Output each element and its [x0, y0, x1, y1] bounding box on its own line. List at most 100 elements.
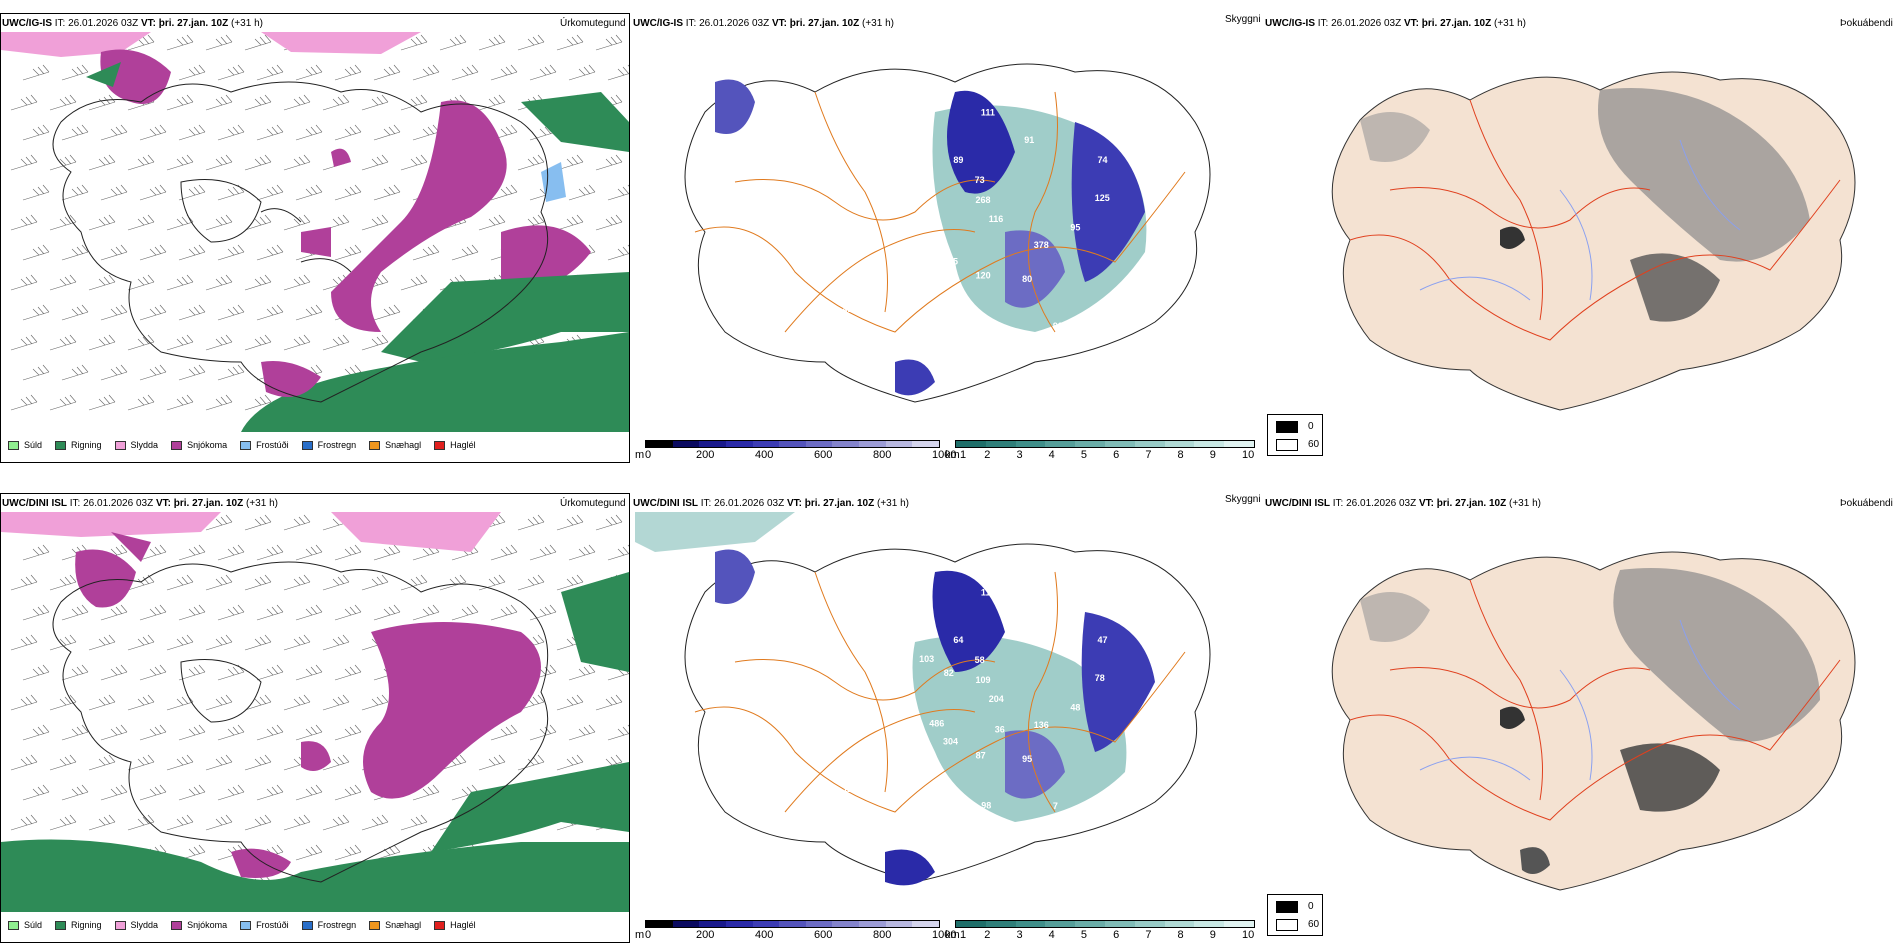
wind-barb: [100, 604, 128, 621]
ceiling-value-label: 116: [843, 784, 858, 794]
wind-barb: [295, 784, 323, 801]
wind-barb: [49, 154, 77, 171]
wind-barb: [22, 364, 50, 381]
fog-label-0-bottom: 0: [1308, 901, 1314, 912]
wind-barb: [178, 124, 206, 141]
colorbar-segment: [1045, 921, 1076, 927]
wind-barb: [10, 94, 38, 111]
ceiling-value-label: 117: [718, 654, 733, 664]
wind-barb: [400, 94, 428, 111]
wind-barb: [373, 184, 401, 201]
wind-barb: [61, 184, 89, 201]
ceiling-value-label: 73: [975, 175, 985, 185]
wind-barb: [205, 814, 233, 831]
wind-barb: [283, 514, 311, 531]
ceiling-value-label: 91: [1024, 135, 1034, 145]
wind-barb: [568, 664, 596, 681]
wind-barb: [49, 574, 77, 591]
wind-barb: [166, 94, 194, 111]
legend-item-2: Slydda: [114, 920, 158, 930]
wind-barb: [127, 634, 155, 651]
fog-legend-bottom: 0 60: [1267, 894, 1323, 936]
ceiling-value-label: 88: [1193, 267, 1203, 277]
ceiling-value-label: 53: [905, 704, 915, 714]
colorbar-tick: 10: [1242, 449, 1255, 461]
ceiling-value-label: 102: [893, 723, 908, 733]
colorbar-tick: 800: [873, 449, 892, 461]
colorbar-segment: [752, 441, 780, 447]
ceiling-value-label: 116: [1182, 144, 1197, 154]
wind-barb: [127, 34, 155, 51]
wind-barb: [205, 574, 233, 591]
wind-barb: [283, 814, 311, 831]
wind-barb: [49, 634, 77, 651]
wind-barb: [334, 64, 362, 81]
legend-swatch: [114, 920, 126, 930]
colorbar-segment: [832, 441, 860, 447]
wind-barb: [607, 64, 629, 81]
wind-barb: [178, 244, 206, 261]
legend-item-2: Slydda: [114, 440, 159, 450]
wind-barb: [127, 694, 155, 711]
wind-barb: [166, 814, 194, 831]
wind-barb: [295, 604, 323, 621]
wind-barb: [10, 214, 38, 231]
colorbar-segment: [1134, 441, 1165, 447]
wind-barb: [334, 604, 362, 621]
wind-barb: [322, 634, 350, 651]
wind-barb: [100, 364, 128, 381]
ceiling-ticks-top: 0 200 400 600 800 1000: [645, 449, 956, 463]
ceiling-value-label: 95: [1022, 754, 1032, 764]
wind-barb: [568, 64, 596, 81]
legend-swatch: [171, 920, 183, 930]
wind-barb: [556, 34, 584, 51]
ceiling-value-label: 118: [981, 587, 996, 597]
wind-barb: [451, 64, 479, 81]
colorbar-segment: [1015, 921, 1046, 927]
legend-label: Slydda: [130, 440, 159, 450]
colorbar-tick: 1: [960, 929, 967, 941]
colorbar-tick: 5: [1080, 929, 1087, 941]
wind-barb: [127, 214, 155, 231]
wind-barb: [61, 244, 89, 261]
wind-barb: [178, 784, 206, 801]
wind-barb: [49, 814, 77, 831]
wind-barb: [295, 184, 323, 201]
colorbar-tick: 4: [1048, 929, 1055, 941]
legend-label: Frostúði: [256, 920, 289, 930]
wind-barb: [256, 304, 284, 321]
colorbar-tick: 200: [696, 929, 715, 941]
ceiling-value-label: 304: [943, 737, 958, 747]
wind-barb: [256, 184, 284, 201]
ceiling-value-label: 57: [892, 335, 902, 345]
header-fog-bottom: UWC/DINI ISL IT: 26.01.2026 03Z VT: þri.…: [1265, 498, 1541, 509]
wind-barb: [139, 304, 167, 321]
header-precip: UWC/IG-IS IT: 26.01.2026 03Z VT: þri. 27…: [2, 18, 263, 29]
wind-barb: [166, 754, 194, 771]
ceiling-colorbar-bottom: [645, 920, 940, 928]
wind-barb: [178, 184, 206, 201]
wind-barb: [10, 334, 38, 351]
wind-barb: [283, 154, 311, 171]
wind-barb: [205, 94, 233, 111]
legend-label: Haglél: [450, 920, 476, 930]
visibility-labels-bottom: 2041026495119475548121535887137811695396…: [682, 569, 1209, 826]
wind-barb: [478, 214, 506, 231]
wind-barb: [127, 274, 155, 291]
wind-barb: [61, 64, 89, 81]
wind-barb: [217, 64, 245, 81]
colorbar-tick: 800: [873, 929, 892, 941]
wind-barb: [490, 124, 518, 141]
panel-title-fog: Þokuábendi: [1840, 18, 1893, 29]
wind-barb: [595, 694, 623, 711]
ceiling-value-label: 55: [892, 815, 902, 825]
wind-barb: [529, 544, 557, 561]
wind-barb: [166, 694, 194, 711]
wind-barb: [361, 94, 389, 111]
wind-barb: [334, 544, 362, 561]
colorbar-tick: 1000: [932, 929, 957, 941]
wind-barb: [322, 574, 350, 591]
wind-barb: [244, 214, 272, 231]
ceiling-value-label: 74: [835, 89, 845, 99]
precip-fields-bottom: [1, 512, 629, 912]
